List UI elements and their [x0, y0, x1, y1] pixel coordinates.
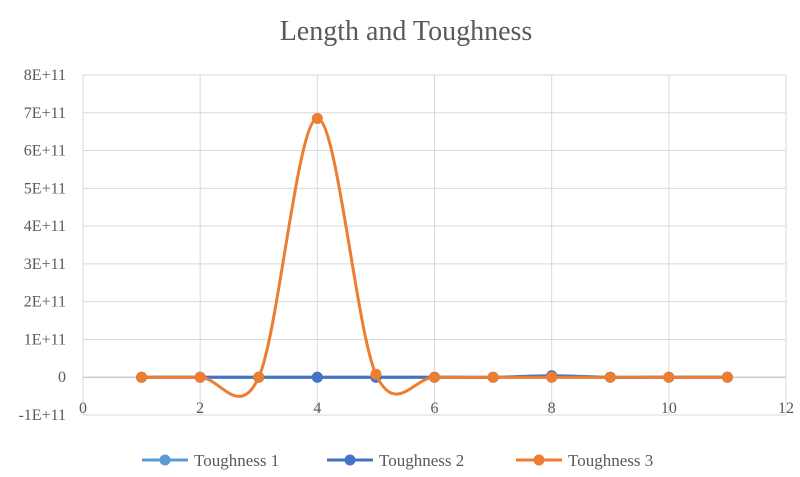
y-tick-label: 5E+11: [24, 180, 66, 197]
y-tick-label: -1E+11: [18, 407, 66, 424]
y-axis-ticks: -1E+11 0 1E+11 2E+11 3E+11 4E+11 5E+11 6E+11 7E+…: [18, 67, 66, 424]
legend-item: Toughness 1: [142, 451, 279, 470]
y-tick-label: 3E+11: [24, 256, 66, 273]
y-tick-label: 8E+11: [24, 67, 66, 84]
legend-item: Toughness 2: [327, 451, 464, 470]
x-tick-label: 6: [431, 400, 439, 417]
y-tick-label: 6E+11: [24, 143, 66, 160]
data-point: [253, 371, 265, 383]
x-axis-ticks: 0 2 4 6 8 10 12: [79, 400, 794, 417]
series-3: [136, 112, 733, 398]
legend-marker: [344, 454, 356, 466]
data-point: [487, 371, 499, 383]
legend-item: Toughness 3: [516, 451, 653, 470]
chart-title: Length and Toughness: [280, 16, 533, 47]
data-point: [604, 371, 616, 383]
data-point: [311, 371, 323, 383]
data-point: [663, 371, 675, 383]
x-tick-label: 4: [313, 400, 321, 417]
legend: Toughness 1 Toughness 2 Toughness 3: [142, 451, 653, 470]
x-tick-label: 10: [661, 400, 677, 417]
y-tick-label: 4E+11: [24, 218, 66, 235]
y-tick-label: 1E+11: [24, 331, 66, 348]
legend-label: Toughness 2: [379, 451, 464, 470]
x-tick-label: 8: [548, 400, 556, 417]
data-point: [721, 371, 733, 383]
legend-marker: [533, 454, 545, 466]
x-tick-label: 2: [196, 400, 204, 417]
y-tick-label: 2E+11: [24, 294, 66, 311]
series-layer: [136, 112, 733, 398]
legend-marker: [159, 454, 171, 466]
data-point: [370, 368, 382, 380]
legend-label: Toughness 1: [194, 451, 279, 470]
y-tick-label: 7E+11: [24, 105, 66, 122]
x-tick-label: 12: [778, 400, 794, 417]
data-point: [546, 371, 558, 383]
legend-label: Toughness 3: [568, 451, 653, 470]
y-tick-label: 0: [58, 369, 66, 386]
data-point: [194, 371, 206, 383]
data-point: [311, 112, 323, 124]
x-tick-label: 0: [79, 400, 87, 417]
data-point: [429, 371, 440, 383]
data-point: [136, 371, 148, 383]
